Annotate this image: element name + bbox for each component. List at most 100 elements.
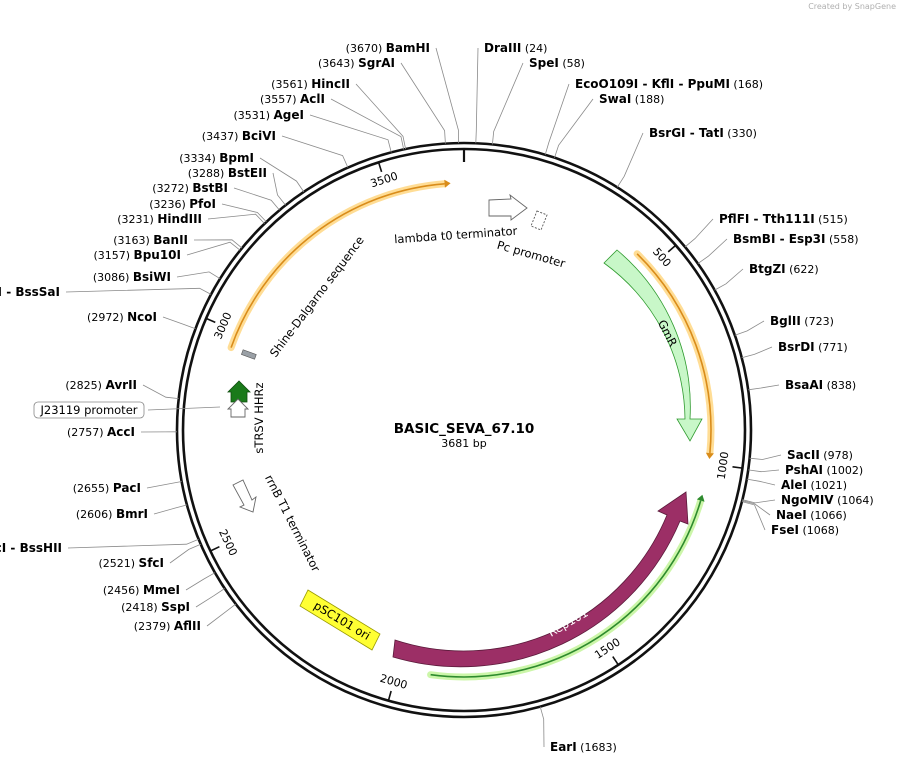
enzyme-label[interactable]: (3086) BsiWI <box>93 270 171 284</box>
enzyme-leader-line <box>741 346 773 359</box>
enzyme-label[interactable]: (2456) MmeI <box>103 583 180 597</box>
enzyme-label[interactable]: (2418) SspI <box>121 600 190 614</box>
enzyme-label[interactable]: NaeI (1066) <box>776 508 847 522</box>
enzyme-label[interactable]: (2532) AscI - BssHII <box>0 541 62 555</box>
j23119-promoter-feature[interactable] <box>226 398 250 418</box>
gmr-feature-arrow[interactable] <box>603 249 703 442</box>
enzyme-label[interactable]: (3157) Bpu10I <box>93 248 181 262</box>
enzyme-leader-line <box>153 504 188 515</box>
enzyme-leader-line <box>206 603 237 627</box>
tick-mark <box>612 656 619 666</box>
enzyme-leader-line <box>749 454 782 460</box>
plasmid-name: BASIC_SEVA_67.10 <box>394 421 535 437</box>
tick-mark <box>387 690 392 701</box>
enzyme-label[interactable]: (2972) NcoI <box>87 310 157 324</box>
orf-track-upper[interactable] <box>230 183 445 348</box>
enzyme-label[interactable]: (3531) AgeI <box>233 108 304 122</box>
enzyme-leader-line <box>400 62 446 144</box>
enzyme-leader-line <box>554 98 594 158</box>
enzyme-label[interactable]: (3272) BstBI <box>152 181 228 195</box>
enzyme-leader-line <box>616 132 644 188</box>
enzyme-leader-line <box>741 501 766 531</box>
enzyme-leader-line <box>272 172 286 206</box>
orf-track-arrowhead <box>444 179 451 188</box>
rrnb-t1-terminator-feature[interactable] <box>232 479 257 513</box>
enzyme-label[interactable]: (3288) BstEII <box>188 166 267 180</box>
gmr-label: GmR <box>655 317 680 348</box>
enzyme-leader-line <box>714 268 744 291</box>
enzyme-label[interactable]: (3437) BciVI <box>202 129 276 143</box>
enzyme-label[interactable]: (3163) BanII <box>113 233 188 247</box>
enzyme-leader-line <box>65 287 212 295</box>
enzyme-label[interactable]: (3231) HindIII <box>117 212 202 226</box>
orf-track-lower[interactable] <box>430 500 702 678</box>
enzyme-label[interactable]: EarI (1683) <box>550 740 617 754</box>
pc-promoter-feature[interactable] <box>530 210 548 231</box>
enzyme-label[interactable]: SacII (978) <box>787 448 853 462</box>
enzyme-label[interactable]: (3643) SgrAI <box>318 56 395 70</box>
enzyme-leader-line <box>355 83 406 150</box>
backbone-outer <box>175 141 753 719</box>
enzyme-label[interactable]: (3334) BpmI <box>179 151 254 165</box>
enzyme-leader-line <box>67 538 199 549</box>
j23119-label-box <box>33 401 145 419</box>
enzyme-label[interactable]: AleI (1021) <box>781 478 847 492</box>
enzyme-label[interactable]: (2379) AflII <box>134 619 201 633</box>
psc101-ori-feature[interactable] <box>299 589 381 651</box>
lambda-t0-terminator-feature[interactable] <box>488 193 528 221</box>
enzyme-label[interactable]: (2655) PacI <box>73 481 141 495</box>
enzyme-label[interactable]: BsrGI - TatI (330) <box>649 126 757 140</box>
enzyme-leader-line <box>193 239 243 249</box>
enzyme-label[interactable]: (2606) BmrI <box>76 507 148 521</box>
enzyme-label[interactable]: PflFI - Tth111I (515) <box>719 212 848 226</box>
j23119-leader-line <box>147 406 221 411</box>
orf-track-right[interactable] <box>636 253 712 454</box>
enzyme-label[interactable]: SwaI (188) <box>599 92 664 106</box>
strsv-hhrz-feature[interactable] <box>227 380 251 403</box>
enzyme-leader-line <box>742 500 771 516</box>
enzyme-label[interactable]: NgoMIV (1064) <box>781 493 874 507</box>
j23119-label: J23119 promoter <box>40 403 138 417</box>
enzyme-label[interactable]: (3049) BssSI - BssSaI <box>0 285 60 299</box>
enzyme-leader-line <box>233 187 280 211</box>
tick-label: 500 <box>650 245 674 269</box>
enzyme-label[interactable]: (3670) BamHI <box>346 41 430 55</box>
enzyme-leader-line <box>142 384 179 399</box>
enzyme-label[interactable]: (2757) AccI <box>67 425 135 439</box>
tick-label: 3500 <box>369 169 400 190</box>
enzyme-label[interactable]: (2825) AvrII <box>65 378 137 392</box>
enzyme-leader-line <box>742 499 776 504</box>
enzyme-label[interactable]: BglII (723) <box>770 314 834 328</box>
enzyme-leader-line <box>185 572 216 591</box>
enzyme-leader-line <box>748 384 780 391</box>
enzyme-label[interactable]: PshAI (1002) <box>785 463 863 477</box>
enzyme-label[interactable]: BsaAI (838) <box>785 378 856 392</box>
enzyme-label[interactable]: BtgZI (622) <box>749 262 819 276</box>
orf-track-arrowhead <box>705 452 714 459</box>
enzyme-label[interactable]: (3236) PfoI <box>149 197 216 211</box>
enzyme-label[interactable]: FseI (1068) <box>771 523 839 537</box>
enzyme-leader-lines <box>65 47 782 748</box>
orf-tracks <box>227 179 715 681</box>
shine-dalgarno-feature[interactable] <box>241 349 257 360</box>
enzyme-leader-line <box>176 271 221 280</box>
enzyme-label[interactable]: BsmBI - Esp3I (558) <box>733 232 859 246</box>
enzyme-label[interactable]: DraIII (24) <box>484 41 547 55</box>
enzyme-labels: (3670) BamHI(3643) SgrAI(3561) HincII(35… <box>0 41 874 754</box>
enzyme-label[interactable]: SpeI (58) <box>529 56 585 70</box>
psc101-ori-label: pSC101 ori <box>311 598 372 643</box>
pc-promoter-label: Pc promoter <box>495 238 567 271</box>
enzyme-label[interactable]: BsrDI (771) <box>778 340 848 354</box>
enzyme-label[interactable]: (3557) AclI <box>260 92 325 106</box>
enzyme-label[interactable]: (2521) SfcI <box>98 556 164 570</box>
enzyme-leader-line <box>544 83 570 155</box>
tick-mark <box>377 162 383 173</box>
enzyme-label[interactable]: (3561) HincII <box>271 77 350 91</box>
enzyme-leader-line <box>475 47 479 144</box>
enzyme-label[interactable]: EcoO109I - KflI - PpuMI (168) <box>575 77 763 91</box>
tick-mark <box>210 545 220 552</box>
tick-mark <box>667 244 677 253</box>
rep101-feature-arrow[interactable] <box>392 491 689 668</box>
enzyme-leader-line <box>221 203 267 223</box>
